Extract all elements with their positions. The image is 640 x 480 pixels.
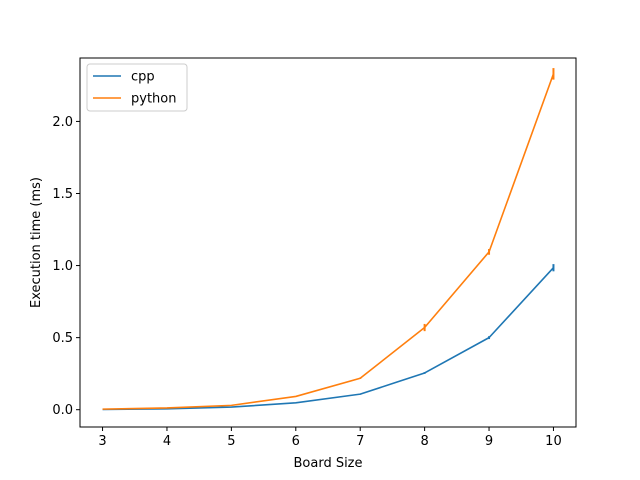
y-tick-label: 1.0 <box>52 259 73 274</box>
x-tick-label: 7 <box>356 434 364 449</box>
series-line-cpp <box>102 267 555 411</box>
legend: cpp python <box>86 63 188 112</box>
y-tick-label: 0.5 <box>52 331 73 346</box>
x-tick-label: 6 <box>292 434 300 449</box>
x-tick-label: 5 <box>227 434 235 449</box>
x-axis-label: Board Size <box>293 456 362 471</box>
ticks-layer: 3 4 5 6 7 8 9 10 0.0 0.5 1.0 1.5 2.0 <box>52 115 561 449</box>
series-python <box>102 68 555 410</box>
x-tick-label: 3 <box>98 434 106 449</box>
x-tick-label: 8 <box>420 434 428 449</box>
plot-frame <box>79 57 577 428</box>
y-tick-label: 1.5 <box>52 187 73 202</box>
x-tick-label: 9 <box>485 434 493 449</box>
legend-label-cpp: cpp <box>131 70 155 85</box>
x-tick-label: 4 <box>163 434 171 449</box>
series-cpp <box>102 264 555 411</box>
series-layer <box>102 68 555 411</box>
y-axis-label: Execution time (ms) <box>29 177 44 308</box>
series-line-python <box>102 73 555 410</box>
y-tick-label: 2.0 <box>52 115 73 130</box>
legend-label-python: python <box>131 92 176 107</box>
x-tick-label: 10 <box>545 434 562 449</box>
y-tick-label: 0.0 <box>52 403 73 418</box>
